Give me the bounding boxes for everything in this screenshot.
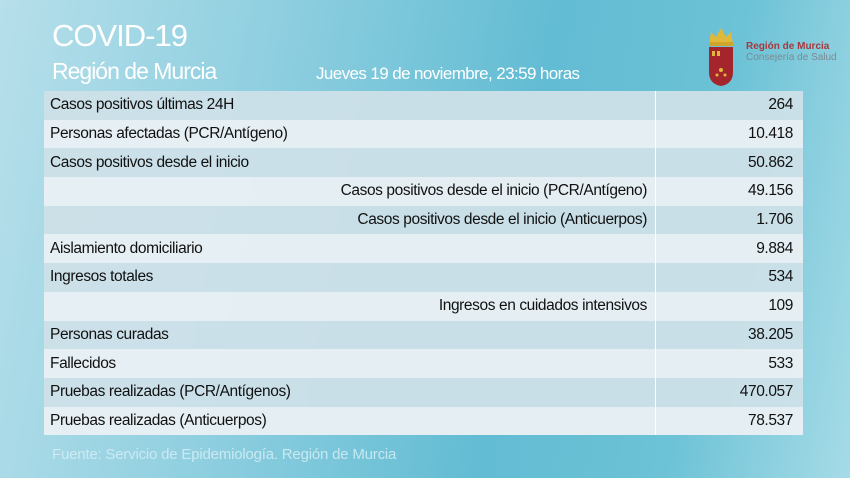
row-value: 534 (768, 268, 793, 286)
row-label: Casos positivos desde el inicio (Anticue… (44, 205, 656, 235)
table-row: Ingresos en cuidados intensivos 109 (44, 291, 803, 321)
table-row: Aislamiento domiciliario 9.884 (44, 234, 803, 264)
row-value: 533 (768, 354, 793, 372)
page-subtitle: Región de Murcia (52, 58, 217, 84)
row-label: Pruebas realizadas (Anticuerpos) (44, 406, 656, 436)
row-value: 78.537 (747, 411, 793, 429)
row-label: Personas curadas (44, 320, 656, 350)
row-label: Pruebas realizadas (PCR/Antígenos) (44, 377, 656, 407)
logo-region: Región de Murcia (746, 41, 830, 52)
row-value: 470.057 (739, 383, 794, 401)
shield-icon (709, 47, 733, 86)
row-value: 264 (768, 96, 793, 114)
table-row: Pruebas realizadas (PCR/Antígenos) 470.05… (44, 377, 803, 407)
row-value: 1.706 (756, 211, 793, 229)
region-coat-of-arms-logo (709, 28, 733, 86)
report-date: Jueves 19 de noviembre, 23:59 horas (316, 64, 580, 83)
row-value: 49.156 (747, 182, 793, 200)
source-note: Fuente: Servicio de Epidemiología. Regió… (52, 446, 397, 463)
row-value: 9.884 (756, 239, 793, 257)
table-row: Ingresos totales 534 (44, 263, 803, 292)
row-value: 10.418 (747, 125, 793, 143)
row-value: 109 (768, 297, 793, 315)
table-row: Personas curadas 38.205 (44, 320, 803, 350)
page-title: COVID-19 (52, 18, 188, 53)
covid-stats-table: Casos positivos últimas 24H 264 Personas a… (44, 91, 803, 436)
row-label: Fallecidos (44, 349, 656, 378)
row-label: Casos positivos últimas 24H (44, 91, 656, 120)
row-label: Casos positivos desde el inicio (PCR/Ant… (44, 177, 656, 206)
crown-icon (709, 28, 733, 46)
table-row: Casos positivos últimas 24H 264 (44, 91, 803, 120)
row-label: Casos positivos desde el inicio (44, 148, 656, 178)
row-label: Aislamiento domiciliario (44, 234, 656, 264)
row-value: 50.862 (747, 153, 793, 171)
logo-department: Consejería de Salud (746, 52, 837, 63)
table-row: Personas afectadas (PCR/Antígeno) 10.418 (44, 119, 803, 149)
table-row: Casos positivos desde el inicio (PCR/Ant… (44, 177, 803, 206)
row-label: Ingresos totales (44, 263, 656, 292)
logo-text: Región de Murcia Consejería de Salud (746, 41, 837, 63)
table-row: Casos positivos desde el inicio 50.862 (44, 148, 803, 178)
row-label: Personas afectadas (PCR/Antígeno) (44, 119, 656, 149)
table-row: Pruebas realizadas (Anticuerpos) 78.537 (44, 406, 803, 436)
row-value: 38.205 (747, 325, 793, 343)
table-row: Casos positivos desde el inicio (Anticue… (44, 205, 803, 235)
row-label: Ingresos en cuidados intensivos (44, 291, 656, 321)
table-row: Fallecidos 533 (44, 349, 803, 378)
